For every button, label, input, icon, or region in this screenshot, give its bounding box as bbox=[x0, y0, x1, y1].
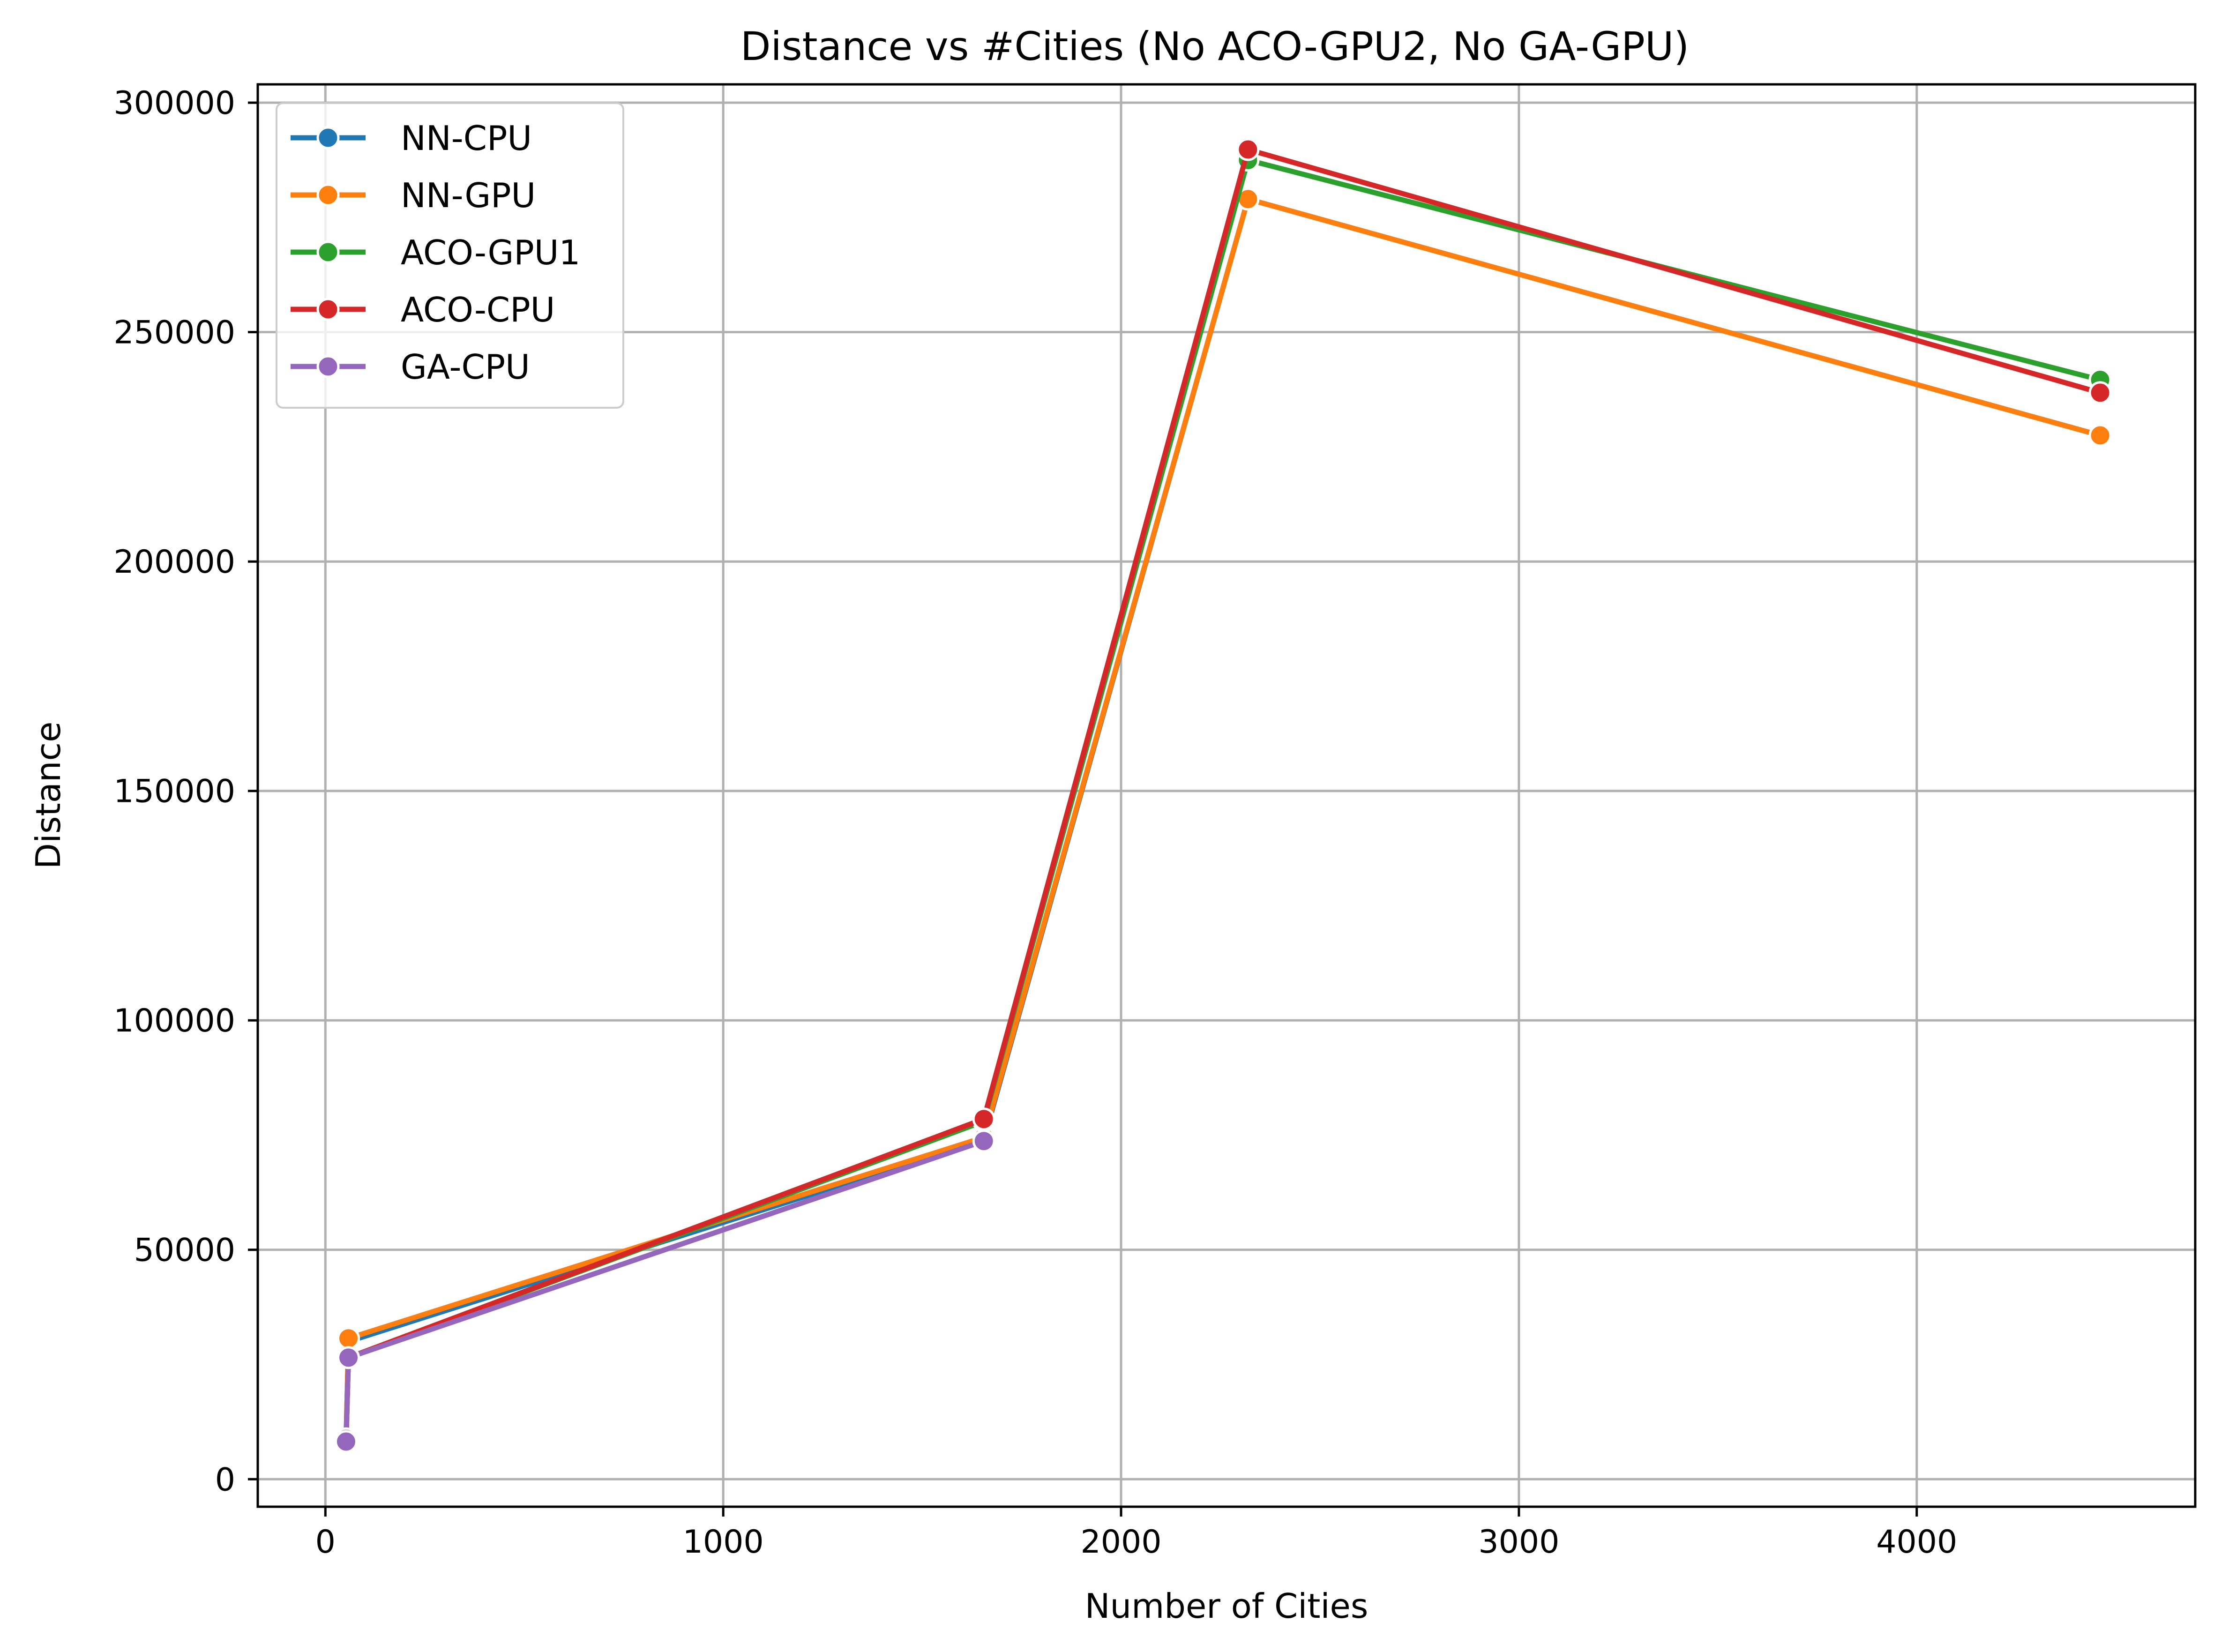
data-point bbox=[337, 1346, 360, 1369]
legend-label: NN-GPU bbox=[401, 176, 536, 215]
data-point bbox=[972, 1129, 995, 1153]
y-tick-label: 150000 bbox=[113, 773, 235, 810]
legend-label: ACO-GPU1 bbox=[401, 233, 580, 272]
x-tick-label: 1000 bbox=[683, 1524, 764, 1561]
axis-ticks: 0 1000 2000 3000 4000 0 50000 100000 150000 20000… bbox=[113, 85, 1957, 1561]
legend-label: ACO-CPU bbox=[401, 290, 555, 329]
x-tick-label: 4000 bbox=[1876, 1524, 1957, 1561]
legend-item: GA-CPU bbox=[291, 347, 530, 387]
legend: NN-CPU NN-GPU ACO-GPU1 ACO-CPU GA-CPU bbox=[276, 102, 624, 409]
legend-marker bbox=[316, 240, 340, 264]
data-point bbox=[2088, 424, 2112, 447]
legend-marker bbox=[316, 183, 340, 207]
grid-lines bbox=[258, 84, 2195, 1507]
legend-label: GA-CPU bbox=[401, 347, 530, 387]
data-point bbox=[337, 1327, 360, 1350]
data-point bbox=[972, 1107, 995, 1131]
x-tick-label: 0 bbox=[315, 1524, 336, 1561]
legend-label: NN-CPU bbox=[401, 119, 532, 158]
legend-item: NN-GPU bbox=[291, 176, 536, 215]
y-tick-label: 200000 bbox=[113, 544, 235, 581]
series-ga-cpu bbox=[334, 1129, 995, 1453]
series-lines bbox=[334, 138, 2112, 1453]
legend-item: ACO-CPU bbox=[291, 290, 555, 329]
y-tick-label: 250000 bbox=[113, 314, 235, 351]
x-axis-label: Number of Cities bbox=[1085, 1586, 1368, 1626]
legend-item: ACO-GPU1 bbox=[291, 233, 580, 272]
legend-frame bbox=[276, 102, 624, 409]
data-point bbox=[2088, 381, 2112, 404]
x-tick-label: 3000 bbox=[1478, 1524, 1559, 1561]
y-tick-label: 300000 bbox=[113, 85, 235, 122]
plot-area-frame bbox=[256, 83, 2197, 1508]
legend-marker bbox=[316, 355, 340, 378]
y-tick-label: 50000 bbox=[134, 1232, 235, 1269]
legend-item: NN-CPU bbox=[291, 119, 532, 158]
y-tick-label: 0 bbox=[215, 1461, 235, 1498]
y-axis-label: Distance bbox=[29, 722, 68, 869]
legend-marker bbox=[316, 126, 340, 150]
x-tick-label: 2000 bbox=[1081, 1524, 1162, 1561]
y-tick-label: 100000 bbox=[113, 1002, 235, 1039]
data-point bbox=[334, 1430, 358, 1453]
legend-marker bbox=[316, 298, 340, 321]
data-point bbox=[1236, 138, 1260, 161]
chart-title: Distance vs #Cities (No ACO-GPU2, No GA-… bbox=[740, 23, 1689, 69]
